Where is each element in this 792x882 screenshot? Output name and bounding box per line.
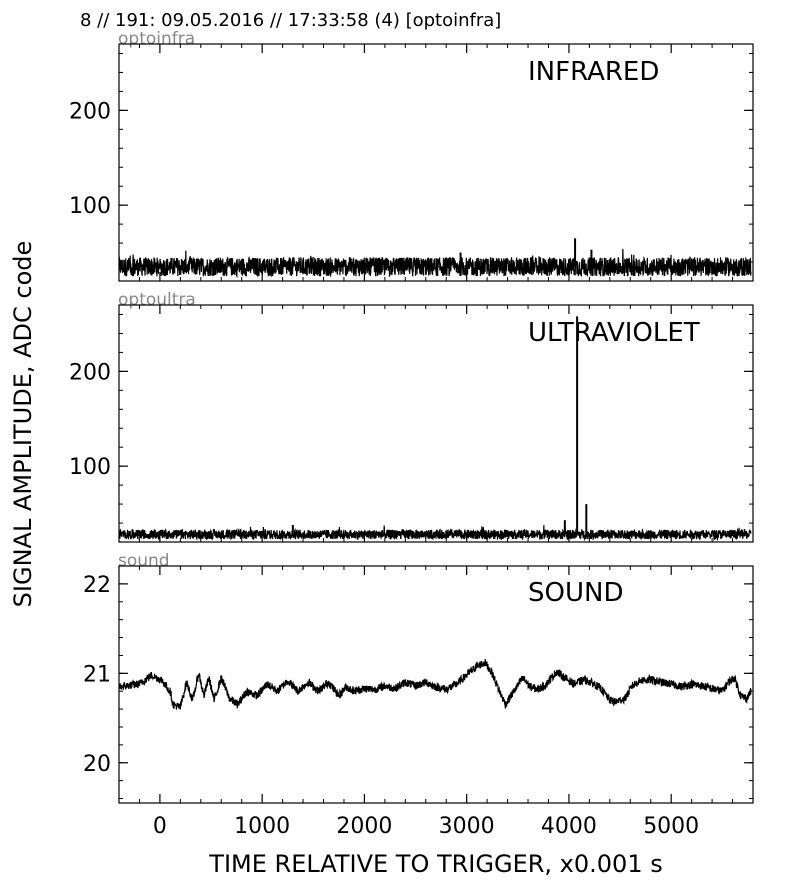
sound-xtick-label: 4000 (541, 814, 597, 839)
ultraviolet-signal-line (119, 525, 752, 542)
ultraviolet-panel: optoultra ULTRAVIOLET 100 200 (69, 290, 754, 543)
sound-panel: sound SOUND 20 21 22 0 1000 2000 3000 4000 5000 (83, 551, 754, 839)
ultraviolet-label: ULTRAVIOLET (528, 318, 700, 348)
sound-xtick-label: 3000 (439, 814, 495, 839)
infrared-channel-tag: optoinfra (118, 29, 195, 49)
sound-xtick-label: 1000 (234, 814, 290, 839)
infrared-ytick-label: 100 (69, 194, 111, 219)
ultraviolet-plot-frame (118, 304, 754, 543)
sound-plot-frame (118, 565, 754, 804)
y-axis-label: SIGNAL AMPLITUDE, ADC code (9, 241, 37, 608)
ultraviolet-ytick-label: 100 (69, 455, 111, 480)
ultraviolet-ytick-label: 200 (69, 360, 111, 385)
sound-ytick-label: 20 (83, 752, 111, 777)
sound-ytick-label: 21 (83, 662, 111, 687)
infrared-panel: optoinfra INFRARED 100 200 (69, 29, 754, 282)
figure-title: 8 // 191: 09.05.2016 // 17:33:58 (4) [op… (80, 10, 501, 31)
infrared-ytick-label: 200 (69, 99, 111, 124)
infrared-plot-frame (118, 43, 754, 282)
sound-xtick-label: 2000 (336, 814, 392, 839)
infrared-label: INFRARED (528, 57, 659, 87)
sound-label: SOUND (528, 578, 623, 608)
sound-channel-tag: sound (118, 551, 170, 571)
sound-ytick-label: 22 (83, 573, 111, 598)
sound-xtick-label: 5000 (643, 814, 699, 839)
sound-signal-line (119, 658, 752, 710)
infrared-signal-line (119, 248, 752, 278)
ultraviolet-channel-tag: optoultra (118, 290, 196, 310)
x-axis-label: TIME RELATIVE TO TRIGGER, x0.001 s (208, 850, 662, 878)
sound-xtick-label: 0 (153, 814, 167, 839)
